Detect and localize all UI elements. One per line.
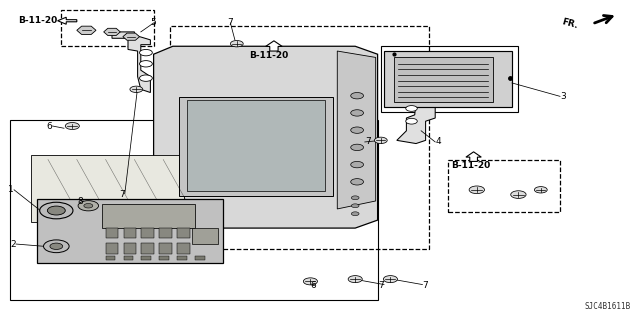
Circle shape: [351, 204, 359, 208]
Bar: [106, 228, 118, 238]
Circle shape: [140, 61, 152, 67]
Circle shape: [140, 75, 152, 81]
Circle shape: [303, 278, 317, 285]
Bar: [381, 46, 518, 112]
Circle shape: [140, 49, 152, 56]
Text: 5: 5: [151, 18, 156, 27]
Circle shape: [84, 204, 93, 208]
Bar: [124, 256, 133, 260]
Circle shape: [351, 110, 364, 116]
Bar: [102, 204, 195, 228]
Polygon shape: [112, 32, 150, 93]
Bar: [192, 228, 218, 244]
Circle shape: [511, 191, 526, 198]
Bar: [31, 155, 184, 222]
Text: B-11-20: B-11-20: [250, 51, 289, 60]
Polygon shape: [466, 152, 481, 161]
Bar: [195, 256, 205, 260]
Text: FR.: FR.: [561, 18, 579, 30]
Text: 4: 4: [435, 137, 441, 146]
Bar: [159, 256, 169, 260]
Bar: [124, 243, 136, 254]
Bar: [61, 10, 154, 46]
Polygon shape: [337, 51, 376, 209]
Polygon shape: [77, 26, 96, 34]
Polygon shape: [58, 17, 77, 24]
Circle shape: [351, 144, 364, 151]
Circle shape: [374, 137, 387, 144]
Bar: [179, 97, 333, 196]
Circle shape: [44, 240, 69, 253]
Circle shape: [47, 206, 65, 215]
Text: 7: 7: [365, 137, 371, 146]
Circle shape: [78, 201, 99, 211]
Circle shape: [351, 93, 364, 99]
Bar: [384, 51, 512, 107]
Bar: [394, 57, 493, 102]
Polygon shape: [154, 46, 378, 228]
Polygon shape: [104, 28, 120, 35]
Text: B-11-20: B-11-20: [18, 16, 57, 25]
Text: 3: 3: [560, 92, 566, 101]
Bar: [124, 228, 136, 238]
Circle shape: [230, 41, 243, 47]
Circle shape: [534, 187, 547, 193]
Text: 7: 7: [422, 281, 428, 290]
Circle shape: [406, 106, 417, 111]
Bar: [187, 100, 325, 191]
Polygon shape: [397, 83, 435, 144]
Circle shape: [50, 243, 63, 249]
Circle shape: [351, 127, 364, 133]
Circle shape: [348, 276, 362, 283]
Text: 6: 6: [311, 281, 316, 290]
Bar: [159, 228, 172, 238]
Text: SJC4B1611B: SJC4B1611B: [584, 302, 630, 311]
Circle shape: [351, 179, 364, 185]
Bar: [37, 199, 223, 263]
Circle shape: [383, 276, 397, 283]
Text: 1: 1: [8, 185, 14, 194]
Bar: [177, 243, 190, 254]
Text: 7: 7: [119, 190, 125, 199]
Text: 2: 2: [10, 240, 16, 249]
Text: 6: 6: [47, 122, 52, 130]
Circle shape: [351, 161, 364, 168]
Bar: [448, 160, 560, 212]
Bar: [159, 243, 172, 254]
Circle shape: [351, 196, 359, 200]
Bar: [177, 256, 187, 260]
Bar: [141, 256, 151, 260]
Bar: [10, 120, 378, 300]
Circle shape: [406, 94, 417, 100]
Text: 7: 7: [228, 18, 233, 27]
Polygon shape: [266, 41, 282, 51]
Bar: [106, 243, 118, 254]
Bar: [177, 228, 190, 238]
Polygon shape: [123, 33, 140, 40]
Bar: [106, 256, 115, 260]
Circle shape: [469, 186, 484, 194]
Circle shape: [406, 118, 417, 124]
Bar: [141, 243, 154, 254]
Text: 8: 8: [77, 197, 83, 206]
Text: 7: 7: [378, 281, 384, 290]
Circle shape: [351, 212, 359, 216]
Bar: [170, 26, 429, 249]
Circle shape: [130, 86, 143, 93]
Circle shape: [65, 122, 79, 130]
Circle shape: [40, 202, 73, 219]
Text: B-11-20: B-11-20: [451, 161, 490, 170]
Bar: [141, 228, 154, 238]
